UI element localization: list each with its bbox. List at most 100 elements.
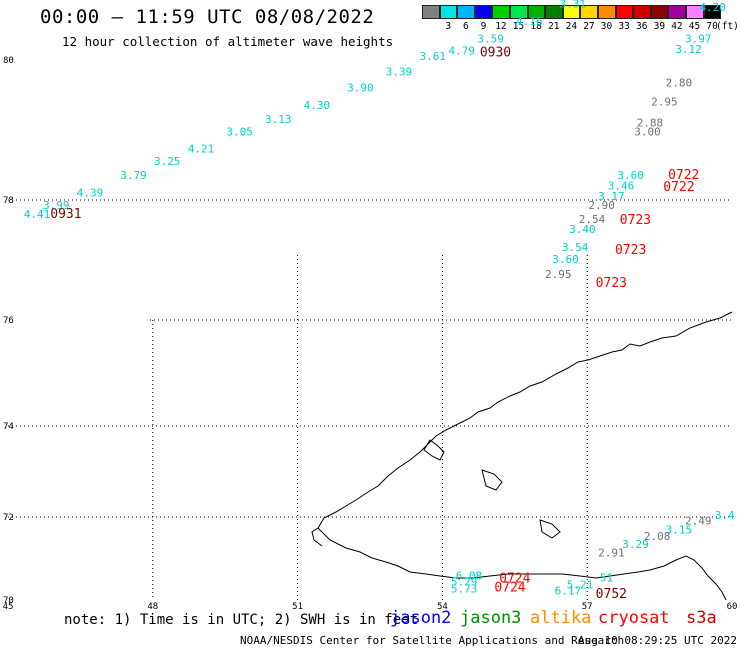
- legend-swatch: [650, 5, 669, 19]
- lat-tick-label: 78: [3, 196, 14, 206]
- legend-label: 33: [618, 21, 630, 32]
- wave-height-label: 3.54: [562, 241, 589, 254]
- legend-swatch: [597, 5, 616, 19]
- pass-time-label: 0723: [596, 276, 627, 291]
- wave-height-label: 3.79: [120, 169, 147, 182]
- legend-swatch: [474, 5, 493, 19]
- legend-label: 15: [512, 21, 525, 32]
- legend-swatch: [545, 5, 563, 19]
- legend-label: 21: [548, 21, 560, 32]
- legend-label: 6: [463, 21, 469, 32]
- lon-tick-label: 45: [3, 602, 14, 612]
- wave-height-label: 4.16: [516, 15, 543, 28]
- legend-swatch: [580, 5, 598, 19]
- satellite-cryosat: cryosat: [598, 608, 670, 628]
- legend-label: 42: [671, 21, 683, 32]
- wave-height-label: 3.99: [43, 199, 70, 212]
- satellite-s3a: s3a: [686, 608, 717, 628]
- pass-time-label: 0722: [663, 180, 694, 195]
- wave-height-label: 3.4: [715, 509, 735, 522]
- lon-tick-label: 51: [292, 602, 303, 612]
- wave-height-label: 2.80: [666, 77, 693, 90]
- timestamp-text: Aug 10 08:29:25 UTC 2022: [578, 634, 737, 647]
- wave-height-label: 4.39: [77, 187, 104, 200]
- wave-height-label: 3.97: [685, 33, 712, 46]
- wave-height-label: 3.12: [675, 43, 702, 56]
- satellite-jason2: jason2: [390, 608, 452, 628]
- wave-height-label: 2.49: [685, 514, 712, 527]
- legend-label: 36: [636, 21, 648, 32]
- wave-height-label: 3.13: [265, 113, 292, 126]
- legend-swatch: [439, 5, 458, 19]
- pass-time-label: 0724: [499, 572, 530, 587]
- wave-height-label: 3.29: [622, 538, 649, 551]
- wave-height-label: 3.39: [386, 65, 413, 78]
- legend-swatch: [562, 5, 581, 19]
- legend-unit: (ft): [716, 21, 739, 32]
- pass-time-label: 0722: [668, 168, 699, 183]
- legend-label: 18: [530, 21, 542, 32]
- legend-swatch: [668, 5, 686, 19]
- wave-height-label: 3.60: [617, 169, 644, 182]
- lat-tick-label: 72: [3, 513, 14, 523]
- wave-height-label: 3.61: [419, 50, 446, 63]
- page-title: 00:00 – 11:59 UTC 08/08/2022: [40, 6, 375, 28]
- lon-tick-label: 60: [727, 602, 738, 612]
- wave-height-label: 4.30: [304, 99, 331, 112]
- legend-label: 9: [480, 21, 487, 32]
- wave-height-label: 2.95: [545, 268, 572, 281]
- legend-swatch: [422, 5, 440, 19]
- legend-swatch: [527, 5, 546, 19]
- legend-swatch: [615, 5, 634, 19]
- legend-label: 45: [688, 21, 701, 32]
- wave-height-label: 3.31: [559, 0, 586, 11]
- lat-tick-label: 76: [3, 316, 14, 326]
- wave-height-label: 3.90: [347, 82, 374, 95]
- wave-height-label: 3.46: [608, 180, 635, 193]
- pass-time-label: 0931: [50, 207, 81, 222]
- wave-height-label: 3.00: [634, 126, 661, 139]
- legend-swatch: [457, 5, 475, 19]
- wave-height-label: 6.08: [456, 569, 483, 582]
- pass-time-label: 0723: [620, 213, 651, 228]
- legend-swatch: [509, 5, 528, 19]
- legend-label: 39: [653, 21, 666, 32]
- legend-swatch: [633, 5, 651, 19]
- wave-height-label: 2.90: [588, 199, 615, 212]
- wave-height-label: 3.05: [226, 126, 253, 139]
- wave-height-label: 5.21: [567, 578, 594, 591]
- wave-height-label: 3.40: [569, 223, 596, 236]
- satellite-jason3: jason3: [460, 608, 522, 628]
- wave-height-label: 6.17: [555, 585, 582, 598]
- wave-height-label: 51: [600, 571, 613, 584]
- credit-text: NOAA/NESDIS Center for Satellite Applica…: [240, 634, 625, 647]
- legend-swatch: [492, 5, 510, 19]
- lat-tick-label: 80: [3, 56, 14, 66]
- wave-height-label: 3.25: [154, 155, 181, 168]
- wave-height-label: 2.08: [644, 530, 671, 543]
- wave-height-label: 3.15: [666, 524, 693, 537]
- wave-height-label: 5.29: [451, 575, 478, 588]
- wave-height-label: 5.73: [451, 583, 478, 596]
- legend-label: 30: [600, 21, 613, 32]
- wave-height-label: 3.59: [477, 33, 504, 46]
- lon-tick-label: 54: [437, 602, 448, 612]
- wave-height-label: 2.91: [598, 546, 625, 559]
- legend-swatch: [703, 5, 722, 19]
- legend-label: 3: [445, 21, 452, 32]
- wave-height-label: 4.79: [448, 44, 475, 57]
- satellite-altika: altika: [530, 608, 592, 628]
- wave-height-label: 4.20: [699, 1, 726, 14]
- wave-height-label: 2.88: [637, 117, 664, 130]
- legend-label: 27: [583, 21, 595, 32]
- legend-label: 70: [706, 21, 718, 32]
- lat-tick-label: 70: [3, 596, 14, 606]
- pass-time-label: 0752: [596, 587, 627, 602]
- wave-height-label: 2.95: [651, 96, 678, 109]
- pass-time-label: 0930: [480, 46, 511, 61]
- page-subtitle: 12 hour collection of altimeter wave hei…: [62, 34, 394, 49]
- wave-height-label: 4.41: [24, 208, 51, 221]
- coastline: [317, 311, 733, 601]
- lon-tick-label: 48: [147, 602, 158, 612]
